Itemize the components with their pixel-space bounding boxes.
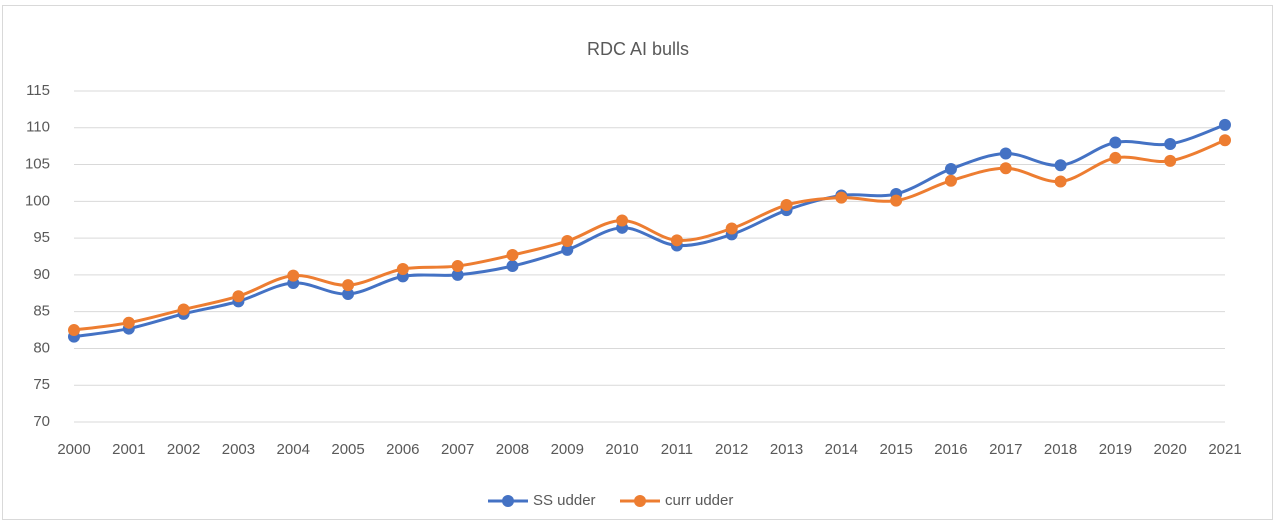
series-line [73, 123, 1226, 339]
series-marker [616, 214, 629, 227]
y-tick-label: 90 [33, 266, 50, 283]
series-marker [944, 174, 957, 187]
x-tick-label: 2007 [441, 441, 474, 458]
x-tick-label: 2015 [879, 441, 912, 458]
series-marker [1164, 154, 1177, 167]
series-marker [451, 268, 464, 281]
x-tick-label: 2005 [331, 441, 364, 458]
x-tick-label: 2013 [770, 441, 803, 458]
series-marker [999, 162, 1012, 175]
legend-marker [502, 495, 514, 507]
series-marker [561, 235, 574, 248]
legend-label: curr udder [665, 492, 733, 509]
series-marker [670, 234, 683, 247]
series-marker [1109, 136, 1122, 149]
x-tick-label: 2018 [1044, 441, 1077, 458]
series-marker [1219, 134, 1231, 147]
x-tick-label: 2012 [715, 441, 748, 458]
y-tick-label: 95 [33, 229, 50, 246]
series-marker [232, 290, 245, 303]
x-tick-label: 2016 [934, 441, 967, 458]
series-marker [177, 303, 190, 316]
series-line [73, 138, 1226, 332]
series-marker [1164, 137, 1177, 150]
x-tick-label: 2019 [1099, 441, 1132, 458]
series-marker [561, 243, 574, 256]
series-marker [342, 288, 355, 301]
series-marker [725, 222, 738, 235]
x-tick-label: 2017 [989, 441, 1022, 458]
y-tick-label: 105 [25, 156, 50, 173]
series-marker [451, 260, 464, 273]
series-marker [68, 324, 80, 337]
x-tick-label: 2003 [222, 441, 255, 458]
y-tick-label: 100 [25, 192, 50, 209]
x-tick-label: 2006 [386, 441, 419, 458]
legend-label: SS udder [533, 492, 596, 509]
x-tick-label: 2010 [605, 441, 638, 458]
y-tick-label: 70 [33, 413, 50, 430]
y-tick-label: 110 [26, 119, 50, 136]
series-marker [1219, 118, 1231, 131]
y-tick-label: 115 [26, 82, 50, 99]
series-marker [1054, 159, 1067, 172]
x-tick-label: 2008 [496, 441, 529, 458]
chart-title: RDC AI bulls [587, 39, 689, 59]
x-tick-label: 2004 [277, 441, 310, 458]
x-tick-label: 2001 [112, 441, 145, 458]
series-marker [122, 316, 135, 329]
y-tick-label: 85 [33, 303, 50, 320]
series-marker [890, 194, 903, 207]
x-tick-label: 2002 [167, 441, 200, 458]
series-marker [342, 279, 355, 292]
x-tick-label: 2011 [661, 441, 693, 458]
x-tick-label: 2020 [1154, 441, 1187, 458]
series-marker [506, 260, 519, 273]
series-marker [944, 162, 957, 175]
y-tick-label: 80 [33, 339, 50, 356]
series-marker [1109, 151, 1122, 164]
series-marker [396, 263, 409, 276]
legend-marker [634, 495, 646, 507]
series-marker [835, 191, 848, 204]
series-marker [1054, 175, 1067, 188]
x-tick-label: 2014 [825, 441, 858, 458]
series-marker [506, 249, 519, 262]
x-tick-label: 2000 [57, 441, 90, 458]
x-tick-label: 2009 [551, 441, 584, 458]
series-marker [780, 199, 793, 212]
y-tick-label: 75 [33, 376, 50, 393]
x-tick-label: 2021 [1208, 441, 1241, 458]
series-marker [287, 269, 300, 282]
series-marker [999, 147, 1012, 160]
